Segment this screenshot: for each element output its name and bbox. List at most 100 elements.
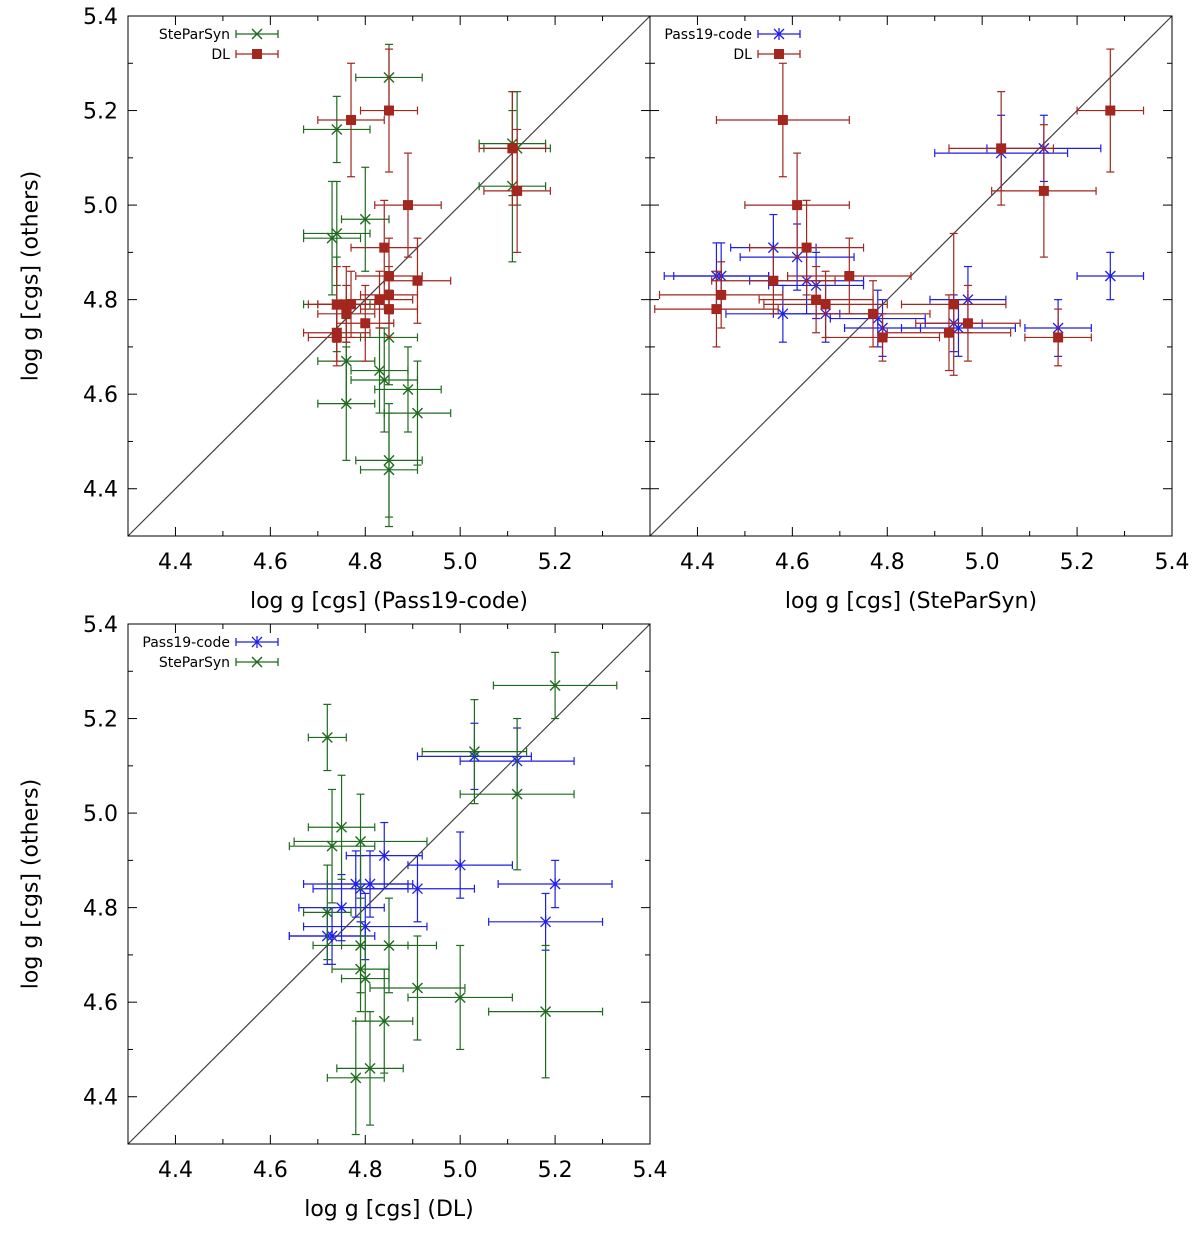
x-tick-label: 5.0 <box>443 1158 478 1183</box>
data-point <box>350 327 409 414</box>
point-marker <box>549 679 561 691</box>
point-marker <box>331 123 343 135</box>
series-steparsyn <box>288 651 618 1136</box>
point-marker <box>355 963 367 975</box>
point-marker <box>952 322 964 334</box>
data-point <box>359 48 419 173</box>
y-tick-label: 4.6 <box>83 991 118 1016</box>
data-point <box>715 62 850 178</box>
x-tick-label: 4.6 <box>253 1158 288 1183</box>
legend-marker <box>773 28 785 40</box>
legend: Pass19-code DL <box>664 27 801 63</box>
data-point <box>1024 308 1092 367</box>
point-marker <box>326 840 338 852</box>
panel-dl-vs-others: 4.4 4.6 4.8 5.0 5.2 5.4 4.4 4.6 4.8 5.0 5.2 5.4 log … <box>19 613 668 1222</box>
legend-marker <box>251 28 263 40</box>
series-dl <box>302 48 551 367</box>
point-marker <box>792 200 803 211</box>
data-point <box>288 788 376 904</box>
panel-pass19-vs-others: 4.4 4.6 4.8 5.0 5.2 4.4 4.6 4.8 5.0 5.2 5.4 log g [… <box>19 5 651 614</box>
point-marker <box>326 930 338 942</box>
point-marker <box>1053 332 1064 343</box>
point-marker <box>359 213 371 225</box>
legend-label: SteParSyn <box>159 655 230 671</box>
data-point <box>336 1011 404 1126</box>
x-tick-label: 5.2 <box>538 550 573 575</box>
data-point <box>340 935 390 1022</box>
data-point <box>359 412 419 528</box>
x-axis-title: log g [cgs] (Pass19-code) <box>250 589 528 614</box>
x-tick-label: 4.8 <box>870 550 905 575</box>
data-point <box>654 270 779 348</box>
point-marker <box>374 294 385 305</box>
legend-label: SteParSyn <box>159 27 230 43</box>
x-tick-label: 5.2 <box>1060 550 1095 575</box>
series-pass19-code <box>663 114 1145 357</box>
y-axis-title: log g [cgs] (others) <box>19 779 44 989</box>
x-axis-title: log g [cgs] (SteParSyn) <box>785 589 1037 614</box>
legend-label: DL <box>733 47 752 63</box>
point-marker <box>346 115 357 125</box>
y-tick-label: 4.4 <box>83 478 118 503</box>
point-marker <box>412 275 423 286</box>
series-dl <box>654 48 1145 376</box>
data-point <box>302 95 371 164</box>
data-point <box>1076 48 1145 173</box>
point-marker <box>402 200 413 211</box>
point-marker <box>711 304 722 315</box>
point-marker <box>383 464 395 476</box>
point-marker <box>378 849 390 862</box>
data-point <box>307 308 366 367</box>
data-point <box>459 717 575 871</box>
data-point <box>824 313 941 362</box>
point-marker <box>996 143 1007 154</box>
point-marker <box>359 920 371 933</box>
legend-label: Pass19-code <box>142 635 230 651</box>
data-point <box>1076 251 1145 301</box>
x-tick-label: 5.2 <box>538 1158 573 1183</box>
point-marker <box>468 746 480 758</box>
point-marker <box>321 731 333 743</box>
data-point <box>658 261 784 329</box>
point-marker <box>507 143 518 154</box>
x-tick-label: 4.8 <box>348 1158 383 1183</box>
point-marker <box>549 878 561 890</box>
point-marker <box>540 915 552 928</box>
data-point <box>331 925 390 1013</box>
legend-label: DL <box>211 47 230 63</box>
point-marker <box>411 982 423 994</box>
plot-frame <box>127 623 651 1145</box>
data-point <box>307 703 347 772</box>
data-point <box>317 346 376 461</box>
point-marker <box>359 973 371 985</box>
point-marker <box>364 1062 376 1074</box>
data-point <box>293 793 428 890</box>
data-point <box>355 968 414 1074</box>
data-point <box>900 232 1007 376</box>
point-marker <box>384 304 394 315</box>
point-marker <box>1038 185 1049 196</box>
point-marker <box>378 374 390 386</box>
data-point <box>383 360 452 466</box>
y-tick-label: 5.2 <box>83 100 118 125</box>
data-point <box>492 651 618 720</box>
data-point <box>758 265 874 334</box>
point-marker <box>383 939 395 951</box>
series-steparsyn <box>302 43 551 528</box>
data-point <box>749 199 865 296</box>
data-point <box>326 1020 385 1136</box>
point-marker <box>374 365 386 377</box>
data-point <box>317 284 376 343</box>
x-tick-label: 4.4 <box>158 550 193 575</box>
x-axis-title: log g [cgs] (DL) <box>304 1197 474 1222</box>
data-point <box>374 346 442 433</box>
data-point <box>948 91 1054 206</box>
point-marker <box>412 882 423 895</box>
point-marker <box>962 318 973 329</box>
data-point <box>307 774 376 880</box>
series-pass19-code <box>288 722 613 965</box>
legend-marker <box>774 49 784 59</box>
data-point <box>711 247 836 315</box>
y-tick-label: 4.6 <box>83 383 118 408</box>
y-tick-label: 5.4 <box>83 613 118 638</box>
